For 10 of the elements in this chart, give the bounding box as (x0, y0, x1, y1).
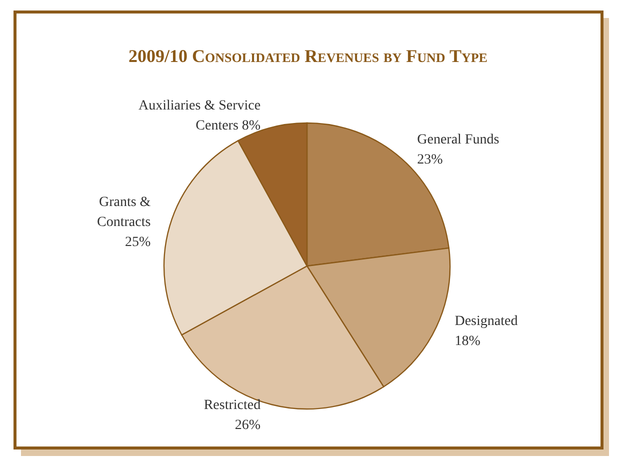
slice-label: General Funds (417, 132, 500, 148)
slice-label: Designated (454, 314, 518, 329)
data-label: 25% (125, 235, 152, 250)
slice-label: Restricted (204, 398, 261, 413)
slice-label: Grants & Contracts (97, 195, 151, 230)
chart-title: 2009/10 Consolidated Revenues by Fund Type (128, 46, 488, 66)
data-label: 23% (417, 152, 444, 168)
slice-label: Auxiliaries & Service Centers 8% (138, 98, 261, 134)
data-label: 26% (234, 418, 261, 433)
data-label: 18% (454, 334, 481, 349)
